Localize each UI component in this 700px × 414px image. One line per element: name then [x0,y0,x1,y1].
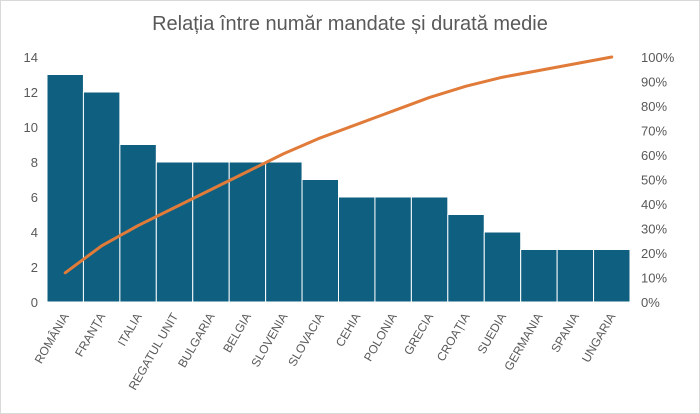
x-tick-label: CROAȚIA [434,311,473,364]
x-tick-label: FRANȚA [72,311,108,360]
x-tick-label: BELGIA [220,311,254,356]
y2-tick-label: 30% [641,222,667,237]
y-tick-label: 2 [31,260,38,275]
y2-tick-label: 90% [641,75,667,90]
y2-tick-label: 70% [641,124,667,139]
y2-tick-label: 100% [641,50,675,65]
bar-suedia [483,231,522,303]
y-tick-label: 8 [31,155,38,170]
x-tick-label: SPANIA [548,311,582,355]
y2-tick-label: 0% [641,295,660,310]
bar-belgia [228,161,267,303]
bar-germania [520,249,558,303]
y2-tick-label: 20% [641,246,667,261]
bar-croația [447,214,485,303]
y2-tick-label: 50% [641,173,667,188]
bar-spania [556,249,595,303]
cumulative-percent-line [63,55,614,275]
y2-tick-label: 10% [641,271,667,286]
bar-cehia [338,196,376,303]
x-tick-label: SLOVACIA [285,311,327,369]
y-tick-label: 0 [31,295,38,310]
x-tick-label: ROMÂNIA [31,310,72,366]
bar-italia [119,144,157,303]
bar-slovenia [265,161,303,303]
bar-franța [82,91,121,303]
bar-bulgaria [192,161,230,303]
x-tick-label: GERMANIA [501,311,545,373]
y-tick-label: 10 [24,120,38,135]
bar-regatul-unit [155,161,194,303]
y-tick-label: 4 [31,225,38,240]
x-tick-label: POLONIA [361,311,400,364]
bar-slovacia [301,179,339,303]
y2-tick-label: 80% [641,99,667,114]
bar-polonia [374,196,412,303]
x-tick-label: BULGARIA [175,311,217,371]
x-tick-label: SUEDIA [475,311,509,357]
x-tick-label: SLOVENIA [248,311,290,370]
x-tick-label: CEHIA [333,311,363,350]
bar-românia [46,74,84,303]
chart-title: Relația între număr mandate și durată me… [152,13,548,35]
y-tick-label: 14 [24,50,38,65]
bar-grecia [410,196,449,303]
y-tick-label: 6 [31,190,38,205]
y-tick-label: 12 [24,85,38,100]
x-tick-label: UNGARIA [579,311,618,365]
x-tick-label: GRECIA [401,311,436,358]
y2-tick-label: 60% [641,148,667,163]
x-tick-label: ITALIA [115,311,145,349]
y2-tick-label: 40% [641,197,667,212]
bar-ungaria [593,249,631,303]
